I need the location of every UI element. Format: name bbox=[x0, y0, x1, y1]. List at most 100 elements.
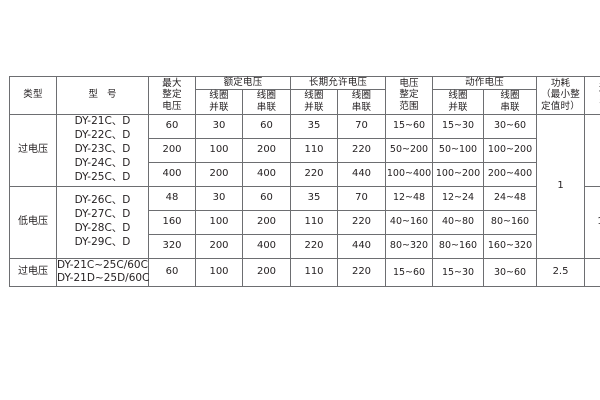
table-body: 过电压 DY-21C、D DY-22C、D DY-23C、D DY-24C、D DY-25… bbox=[9, 113, 600, 288]
cell-rated-coil-series: 60 bbox=[242, 185, 291, 211]
cell-power-consumption: 2.5 bbox=[536, 257, 586, 288]
header-row-top: 类型 型 号 最大 整定 电压 额定电压 长期允许电压 电压 整定 范围 动作电… bbox=[9, 76, 600, 115]
cell-max-setting-voltage: 160 bbox=[148, 209, 196, 235]
header-rated-coil-parallel-line1: 线圈 bbox=[209, 89, 229, 101]
cell-long-coil-series: 220 bbox=[336, 257, 387, 288]
cell-long-coil-series: 70 bbox=[336, 113, 387, 139]
header-rated-coil-series-line1: 线圈 bbox=[256, 89, 277, 101]
cell-power-consumption: 1 bbox=[536, 113, 586, 259]
header-rated-coil-series: 线圈 串联 bbox=[242, 88, 291, 115]
cell-type: 低电压 bbox=[9, 185, 57, 259]
model-line: DY-24C、D bbox=[74, 157, 131, 170]
header-power-consumption: 功耗 （最小整 定值时） bbox=[536, 76, 586, 115]
model-line: DY-28C、D bbox=[74, 222, 131, 235]
cell-long-coil-series: 220 bbox=[336, 137, 387, 163]
table-row: 400 200 400 220 440 100~400 100~200 200~400 bbox=[10, 161, 600, 187]
header-max-setting-voltage-line2: 整定 bbox=[162, 89, 182, 101]
cell-max-setting-voltage: 60 bbox=[148, 257, 196, 288]
model-line: DY-22C、D bbox=[74, 129, 131, 142]
model-line: DY-21C~25C/60C bbox=[57, 258, 148, 271]
cell-rated-coil-parallel: 30 bbox=[195, 185, 243, 211]
model-line: DY-25C、D bbox=[74, 170, 131, 183]
header-return-coefficient: 返回 系数 bbox=[584, 76, 600, 115]
cell-operate-coil-series: 30~60 bbox=[483, 113, 538, 139]
cell-rated-coil-parallel: 100 bbox=[195, 137, 243, 163]
header-operate-coil-parallel: 线圈 并联 bbox=[432, 88, 485, 115]
model-line: DY-21C、D bbox=[74, 115, 131, 128]
model-line: DY-23C、D bbox=[74, 143, 131, 156]
header-model-label: 型 号 bbox=[88, 89, 120, 101]
cell-rated-coil-parallel: 200 bbox=[195, 161, 243, 187]
model-line: DY-26C、D bbox=[74, 194, 131, 207]
header-operate-coil-parallel-line2: 并联 bbox=[448, 101, 468, 113]
header-max-setting-voltage-line1: 最大 bbox=[162, 77, 182, 89]
header-return-coefficient-line2: 系数 bbox=[585, 95, 600, 107]
header-power-consumption-line3: 定值时） bbox=[541, 101, 580, 113]
cell-voltage-setting-range: 15~60 bbox=[385, 257, 434, 288]
table-header: 类型 型 号 最大 整定 电压 额定电压 长期允许电压 电压 整定 范围 动作电… bbox=[9, 76, 600, 115]
cell-return-coefficient: 0.8 bbox=[584, 113, 600, 187]
header-row-sub: 线圈 并联 线圈 串联 线圈 并联 线圈 串联 线圈 并联 bbox=[10, 88, 600, 115]
header-operate-voltage: 动作电压 bbox=[432, 76, 538, 90]
cell-model: DY-21C、D DY-22C、D DY-23C、D DY-24C、D DY-25C、D bbox=[56, 113, 149, 187]
cell-max-setting-voltage: 48 bbox=[148, 185, 196, 211]
header-long-coil-series-line2: 串联 bbox=[351, 101, 372, 113]
table-row: 过电压 DY-21C~25C/60C DY-21D~25D/60C 60 100 200 1… bbox=[9, 257, 600, 288]
header-operate-coil-series: 线圈 串联 bbox=[483, 88, 538, 115]
cell-operate-coil-parallel: 40~80 bbox=[432, 209, 485, 235]
header-voltage-setting-range-line3: 范围 bbox=[399, 101, 419, 113]
cell-type: 过电压 bbox=[9, 257, 57, 288]
header-long-coil-series: 线圈 串联 bbox=[336, 88, 387, 115]
header-long-term-voltage: 长期允许电压 bbox=[289, 76, 387, 90]
header-long-coil-parallel: 线圈 并联 bbox=[290, 88, 338, 115]
cell-operate-coil-parallel: 12~24 bbox=[432, 185, 485, 211]
header-max-setting-voltage: 最大 整定 电压 bbox=[148, 76, 196, 115]
cell-operate-coil-parallel: 15~30 bbox=[432, 257, 485, 288]
model-line: DY-29C、D bbox=[74, 235, 131, 248]
cell-rated-coil-parallel: 30 bbox=[195, 113, 243, 139]
cell-voltage-setting-range: 100~400 bbox=[385, 161, 434, 187]
cell-long-coil-parallel: 35 bbox=[290, 113, 338, 139]
cell-operate-coil-series: 100~200 bbox=[483, 137, 538, 163]
cell-rated-coil-parallel: 100 bbox=[195, 257, 243, 288]
cell-operate-coil-series: 80~160 bbox=[483, 209, 538, 235]
cell-operate-coil-parallel: 15~30 bbox=[432, 113, 485, 139]
cell-model: DY-21C~25C/60C DY-21D~25D/60C bbox=[56, 257, 149, 288]
cell-long-coil-series: 220 bbox=[336, 209, 387, 235]
cell-operate-coil-series: 24~48 bbox=[483, 185, 538, 211]
cell-operate-coil-series: 30~60 bbox=[483, 257, 538, 288]
cell-voltage-setting-range: 12~48 bbox=[385, 185, 434, 211]
cell-rated-coil-series: 400 bbox=[242, 161, 291, 187]
header-long-coil-parallel-line1: 线圈 bbox=[304, 89, 324, 101]
cell-long-coil-series: 70 bbox=[336, 185, 387, 211]
header-operate-coil-parallel-line1: 线圈 bbox=[448, 89, 468, 101]
header-power-consumption-line2: （最小整 bbox=[541, 89, 580, 101]
cell-voltage-setting-range: 80~320 bbox=[385, 233, 434, 259]
cell-rated-coil-parallel: 100 bbox=[195, 209, 243, 235]
cell-rated-coil-series: 400 bbox=[242, 233, 291, 259]
cell-long-coil-series: 440 bbox=[336, 233, 387, 259]
cell-voltage-setting-range: 40~160 bbox=[385, 209, 434, 235]
header-operate-coil-series-line2: 串联 bbox=[500, 101, 520, 113]
cell-rated-coil-series: 60 bbox=[242, 113, 291, 139]
cell-return-coefficient: 0.8 bbox=[584, 257, 600, 288]
header-rated-coil-parallel: 线圈 并联 bbox=[195, 88, 243, 115]
cell-return-coefficient: 1.25 bbox=[584, 185, 600, 259]
cell-voltage-setting-range: 50~200 bbox=[385, 137, 434, 163]
header-rated-coil-series-line2: 串联 bbox=[256, 101, 277, 113]
table-row: 低电压 DY-26C、D DY-27C、D DY-28C、D DY-29C、D 48 30 6… bbox=[9, 185, 600, 259]
relay-specification-table: 类型 型 号 最大 整定 电压 额定电压 长期允许电压 电压 整定 范围 动作电… bbox=[9, 76, 600, 288]
cell-long-coil-parallel: 110 bbox=[290, 137, 338, 163]
header-voltage-setting-range: 电压 整定 范围 bbox=[385, 76, 434, 115]
cell-operate-coil-parallel: 100~200 bbox=[432, 161, 485, 187]
cell-rated-coil-series: 200 bbox=[242, 137, 291, 163]
cell-max-setting-voltage: 400 bbox=[148, 161, 196, 187]
cell-operate-coil-series: 200~400 bbox=[483, 161, 538, 187]
cell-max-setting-voltage: 320 bbox=[148, 233, 196, 259]
cell-long-coil-series: 440 bbox=[336, 161, 387, 187]
cell-long-coil-parallel: 220 bbox=[290, 233, 338, 259]
header-model: 型 号 bbox=[56, 76, 149, 115]
cell-type: 过电压 bbox=[9, 113, 57, 187]
cell-operate-coil-parallel: 50~100 bbox=[432, 137, 485, 163]
